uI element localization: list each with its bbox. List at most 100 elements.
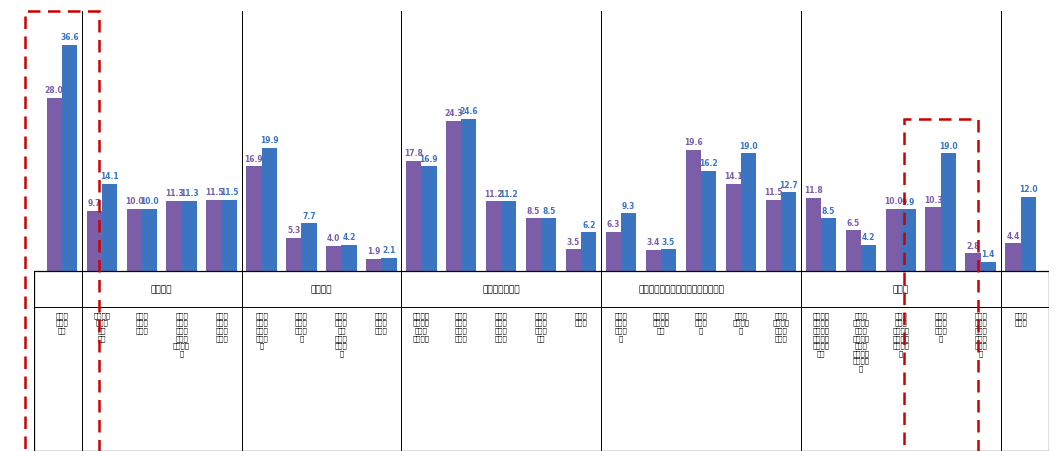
Bar: [941, 153, 956, 271]
Text: 12.7: 12.7: [779, 181, 798, 190]
Bar: [422, 166, 437, 271]
Bar: [127, 209, 142, 271]
Bar: [101, 184, 117, 271]
Text: 職場の
風土が
好きで
はない: 職場の 風土が 好きで はない: [455, 312, 467, 341]
Text: 職場の
上司と
考えが
合わな
い: 職場の 上司と 考えが 合わな い: [255, 312, 267, 349]
Bar: [406, 161, 422, 271]
Bar: [1021, 197, 1036, 271]
Bar: [805, 198, 821, 271]
Text: 16.2: 16.2: [700, 159, 718, 168]
Text: 4.0: 4.0: [328, 235, 340, 244]
Bar: [301, 223, 317, 271]
Text: 職場が
家から
遠すぎ
る: 職場が 家から 遠すぎ る: [615, 312, 628, 341]
Text: やりがい: やりがい: [151, 285, 172, 294]
Text: 14.1: 14.1: [100, 172, 118, 181]
Text: 28.0: 28.0: [44, 86, 63, 95]
Text: 企業方
针に納
得がい
かない: 企業方 针に納 得がい かない: [495, 312, 507, 341]
Bar: [486, 202, 501, 271]
Text: 12.0: 12.0: [1019, 185, 1038, 194]
Text: 8.5: 8.5: [821, 207, 835, 216]
Bar: [1005, 244, 1021, 271]
Text: 24.3: 24.3: [444, 109, 463, 118]
Text: クライア
ント・顧
客との
トラブル: クライア ント・顧 客との トラブル: [413, 312, 430, 341]
Bar: [446, 120, 461, 271]
Bar: [765, 200, 781, 271]
Text: 10.0: 10.0: [140, 198, 159, 207]
Text: 4.2: 4.2: [861, 233, 875, 242]
Text: テレワー
クができ
ない: テレワー クができ ない: [652, 312, 669, 334]
Bar: [926, 207, 941, 271]
Bar: [565, 249, 581, 271]
Bar: [166, 201, 182, 271]
Bar: [581, 232, 596, 271]
Bar: [246, 166, 261, 271]
Bar: [622, 213, 636, 271]
Text: 仕事に
向いて
いない: 仕事に 向いて いない: [135, 312, 148, 334]
Text: 給料に
不満が
ある: 給料に 不満が ある: [55, 312, 68, 334]
Text: 8.5: 8.5: [526, 207, 540, 216]
Text: 16.9: 16.9: [420, 155, 439, 164]
Bar: [860, 244, 876, 271]
Bar: [341, 244, 356, 271]
Text: 結婚・
妊娠な
どのライ
フイベン
トが理由
で: 結婚・ 妊娠な どのライ フイベン トが理由 で: [892, 312, 909, 357]
Bar: [606, 232, 622, 271]
Text: 出世で
きない: 出世で きない: [575, 312, 588, 327]
Bar: [461, 119, 477, 271]
Text: 残業時
間が多
い: 残業時 間が多 い: [694, 312, 707, 334]
Text: 6.3: 6.3: [607, 220, 620, 229]
Bar: [541, 218, 556, 271]
Text: 2.8: 2.8: [966, 242, 980, 251]
Text: 11.3: 11.3: [165, 189, 183, 198]
Bar: [686, 150, 701, 271]
Bar: [501, 202, 517, 271]
Bar: [87, 211, 101, 271]
Bar: [61, 45, 77, 271]
Text: 6.5: 6.5: [847, 219, 859, 228]
Text: やりたい
仕事が
でき
ない: やりたい 仕事が でき ない: [93, 312, 110, 341]
Text: 9.9: 9.9: [902, 198, 915, 207]
Legend: 転職後満足者(n＝321), 転職後不満あり(n＝142): 転職後満足者(n＝321), 転職後不満あり(n＝142): [484, 0, 730, 6]
Bar: [701, 170, 717, 271]
Text: 会社環境・業績: 会社環境・業績: [482, 285, 520, 294]
Bar: [526, 218, 541, 271]
Text: 8.5: 8.5: [542, 207, 556, 216]
Bar: [901, 209, 916, 271]
Bar: [206, 200, 222, 271]
Text: 19.0: 19.0: [939, 142, 958, 151]
Bar: [965, 253, 981, 271]
Text: 3.5: 3.5: [662, 238, 675, 247]
Text: 11.2: 11.2: [484, 190, 503, 199]
Text: 会社に
将来性
を感じ
ない: 会社に 将来性 を感じ ない: [535, 312, 548, 341]
Text: 14.1: 14.1: [724, 172, 743, 181]
Text: 人間関
係のト
ラブル: 人間関 係のト ラブル: [375, 312, 388, 334]
Bar: [47, 98, 61, 271]
Bar: [182, 201, 197, 271]
Text: 7.7: 7.7: [302, 212, 316, 221]
Bar: [661, 249, 676, 271]
Text: スカウ
ト・引き
抜き、
知人から
の誘い
フィペン
トが理由
で: スカウ ト・引き 抜き、 知人から の誘い フィペン トが理由 で: [852, 312, 869, 372]
Text: 1.9: 1.9: [367, 248, 381, 257]
Bar: [981, 262, 996, 271]
Bar: [142, 209, 156, 271]
Text: 4.4: 4.4: [1006, 232, 1020, 241]
Text: 36.6: 36.6: [60, 33, 78, 42]
Bar: [261, 148, 277, 271]
Bar: [726, 184, 741, 271]
Text: 4.2: 4.2: [342, 233, 356, 242]
Text: 11.5: 11.5: [220, 188, 239, 197]
Text: 同僚と
考えが
合わな
い: 同僚と 考えが 合わな い: [295, 312, 308, 341]
Bar: [886, 209, 901, 271]
Bar: [646, 249, 661, 271]
Text: 11.3: 11.3: [180, 189, 199, 198]
Text: 9.3: 9.3: [622, 202, 635, 211]
Bar: [382, 258, 396, 271]
Text: 3.5: 3.5: [567, 238, 580, 247]
Text: 人間関係: 人間関係: [311, 285, 332, 294]
Text: 覚えて
いない: 覚えて いない: [1015, 312, 1027, 327]
Bar: [366, 259, 382, 271]
Text: 17.8: 17.8: [405, 149, 423, 158]
Text: 19.6: 19.6: [684, 138, 703, 147]
Text: 19.0: 19.0: [739, 142, 758, 151]
Text: 3.4: 3.4: [647, 238, 661, 247]
Text: より成
長でき
る環境
に移り
たくなっ
た: より成 長でき る環境 に移り たくなっ た: [173, 312, 190, 357]
